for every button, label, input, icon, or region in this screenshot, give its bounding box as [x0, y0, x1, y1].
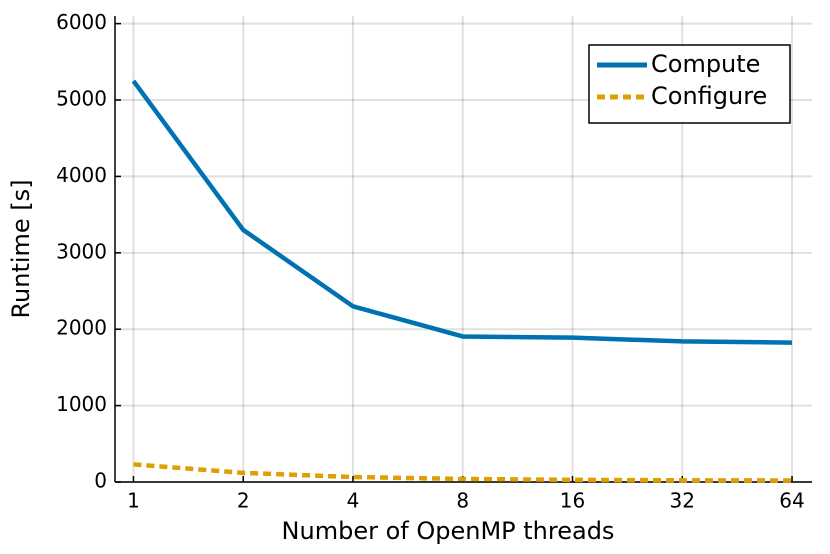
- x-tick-label: 32: [670, 489, 695, 513]
- x-tick-label: 16: [560, 489, 585, 513]
- legend-label: Configure: [651, 82, 767, 110]
- legend-box: [588, 44, 791, 124]
- x-tick-label: 64: [779, 489, 804, 513]
- x-tick-label: 1: [127, 489, 140, 513]
- y-tick-label: 2000: [56, 316, 107, 340]
- x-axis-label: Number of OpenMP threads: [282, 517, 615, 545]
- y-tick-label: 6000: [56, 10, 107, 34]
- x-tick-label: 8: [456, 489, 469, 513]
- y-tick-label: 1000: [56, 392, 107, 416]
- legend-label: Compute: [651, 50, 760, 78]
- y-tick-label: 5000: [56, 87, 107, 111]
- x-tick-label: 4: [347, 489, 360, 513]
- y-tick-label: 0: [94, 469, 107, 493]
- x-tick-label: 2: [237, 489, 250, 513]
- line-series: [131, 79, 793, 345]
- y-tick-label: 4000: [56, 163, 107, 187]
- line-series: [133, 462, 793, 483]
- y-axis-label: Runtime [s]: [7, 179, 35, 318]
- y-tick-label: 3000: [56, 239, 107, 263]
